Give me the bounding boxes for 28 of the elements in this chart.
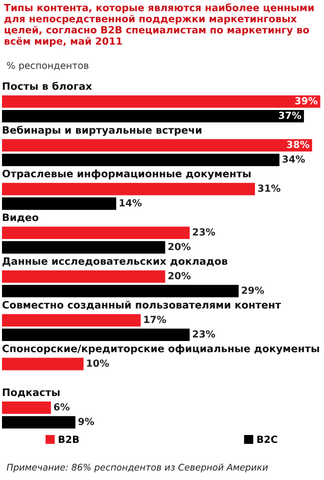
legend-label: B2C <box>257 436 278 443</box>
data-label: 23% <box>192 228 216 236</box>
data-label: 9% <box>78 418 94 426</box>
y-tick-label: Посты в блогах <box>2 82 92 90</box>
data-label: 29% <box>242 286 264 294</box>
chart-title: Типы контента, которые являются наиболее ценными для непосредственной поддержки маркетинговых целей, согласно B2B специалистам по маркетингу во всём мире, май 2011 <box>4 3 314 47</box>
data-label: 23% <box>192 330 216 338</box>
data-label: 14% <box>120 199 142 206</box>
data-label: 20% <box>168 272 191 280</box>
y-tick-label: Спонсорские/кредиторские официальные документы <box>2 344 320 354</box>
data-label: 37% <box>278 112 302 119</box>
data-label: 34% <box>282 155 305 163</box>
data-label: 6% <box>54 403 70 411</box>
text: Примечание: 86% респондентов из Северной Америки <box>6 464 268 472</box>
chart-subtitle: % респондентов <box>7 62 88 71</box>
data-label: 31% <box>258 184 280 192</box>
data-label: 39% <box>295 97 318 104</box>
data-label: 20% <box>168 242 191 250</box>
data-label: 17% <box>144 316 166 324</box>
y-tick-label: Данные исследовательских докладов <box>2 257 228 266</box>
y-tick-label: Отраслевые информационные документы <box>2 170 251 180</box>
data-label: 38% <box>287 140 310 148</box>
legend-label: B2B <box>58 436 79 443</box>
y-tick-label: Подкасты <box>2 388 60 398</box>
y-tick-label: Видео <box>2 214 38 222</box>
y-tick-label: Совместно созданный пользователями контент <box>2 300 281 310</box>
y-tick-label: Вебинары и виртуальные встречи <box>2 126 202 136</box>
data-label: 10% <box>87 359 109 367</box>
